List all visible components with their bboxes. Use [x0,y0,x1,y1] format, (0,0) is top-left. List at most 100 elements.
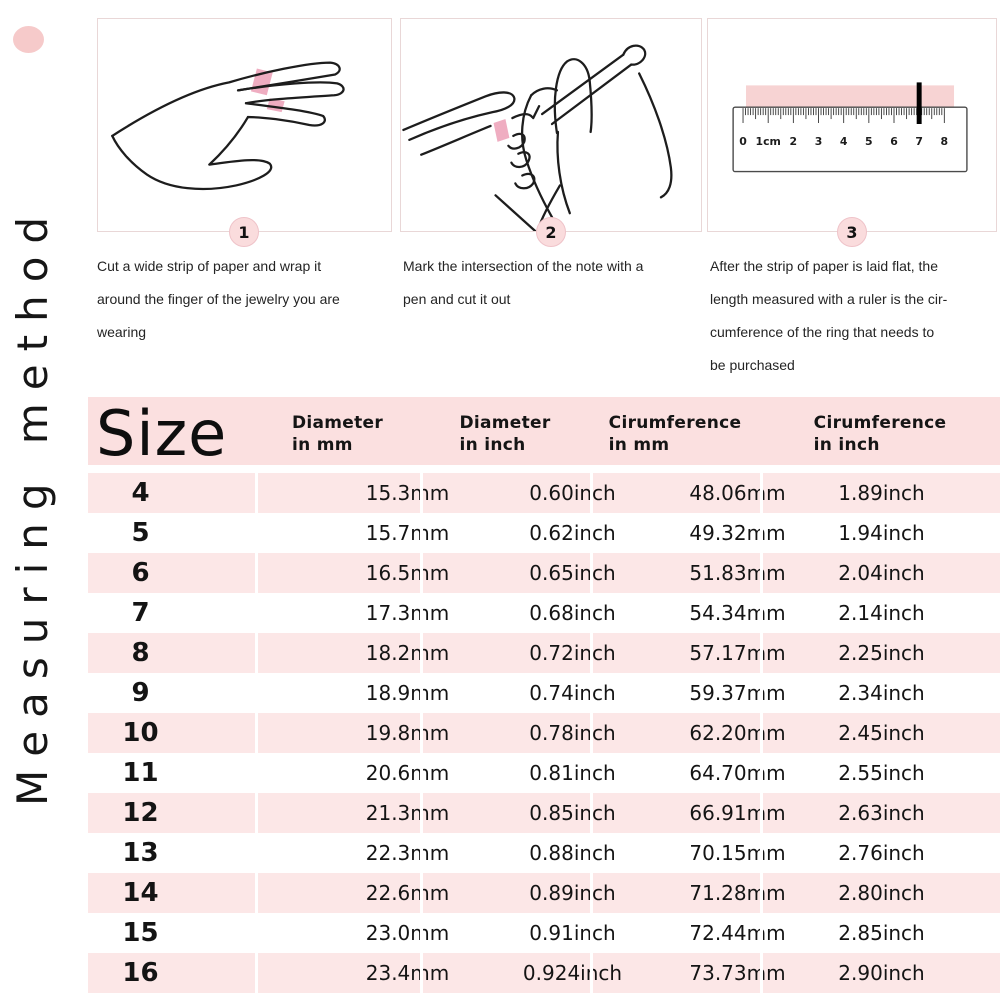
table-row: 12 21.3mm 0.85inch 66.91mm 2.63inch [88,793,1000,833]
table-row: 10 19.8mm 0.78inch 62.20mm 2.45inch [88,713,1000,753]
size-cell: 5 [131,518,150,548]
size-cell: 7 [131,598,150,628]
step-2-illustration-panel [400,18,702,232]
diameter-inch-cell: 0.60inch [420,473,722,513]
size-cell: 8 [131,638,150,668]
svg-text:8: 8 [941,135,949,148]
circumference-mm-cell: 72.44mm [590,913,882,953]
circumference-mm-cell: 71.28mm [590,873,882,913]
ruler-illustration: 0 1cm 2 3 4 5 6 7 8 [732,82,968,173]
size-cell: 11 [122,758,159,788]
table-row: 4 15.3mm 0.60inch 48.06mm 1.89inch [88,473,1000,513]
step-1-illustration-panel [97,18,392,232]
circumference-inch-cell: 2.80inch [760,873,1000,913]
step-1-caption: Cut a wide strip of paper and wrap it ar… [97,258,340,340]
column-header-circumference-inch: Cirumference in inch [813,412,947,455]
size-cell: 15 [122,918,159,948]
ruler-ticks [742,108,945,124]
diameter-inch-cell: 0.74inch [420,673,722,713]
diameter-inch-cell: 0.89inch [420,873,722,913]
circumference-mm-cell: 66.91mm [590,793,882,833]
circumference-mm-cell: 62.20mm [590,713,882,753]
svg-text:0: 0 [739,135,747,148]
table-row: 13 22.3mm 0.88inch 70.15mm 2.76inch [88,833,1000,873]
table-body: 4 15.3mm 0.60inch 48.06mm 1.89inch 5 15.7mm 0.6… [88,473,1000,993]
paper-strip-flat [746,85,955,111]
diameter-mm-cell: 15.7mm [255,513,557,553]
paper-strip-mark [493,119,510,142]
column-header-size: Size [96,397,228,470]
circumference-mm-cell: 73.73mm [590,953,882,993]
size-cell: 6 [131,558,150,588]
column-header-diameter-mm: Diameter in mm [291,412,384,455]
step-3-caption: After the strip of paper is laid flat, t… [710,258,948,373]
circumference-mm-cell: 51.83mm [590,553,882,593]
circumference-inch-cell: 2.25inch [760,633,1000,673]
circumference-mm-cell: 48.06mm [590,473,882,513]
hand-with-paper-strip-illustration [111,61,345,191]
table-row: 5 15.7mm 0.62inch 49.32mm 1.94inch [88,513,1000,553]
step-3-badge: 3 [837,217,867,247]
table-row: 7 17.3mm 0.68inch 54.34mm 2.14inch [88,593,1000,633]
hand-marking-with-pen-illustration [402,44,673,231]
circumference-inch-cell: 1.94inch [760,513,1000,553]
step-3-illustration-panel: 0 1cm 2 3 4 5 6 7 8 [707,18,997,232]
table-row: 9 18.9mm 0.74inch 59.37mm 2.34inch [88,673,1000,713]
decorative-pink-dot [13,26,44,53]
column-header-diameter-inch: Diameter in inch [459,412,551,455]
step-1-badge: 1 [229,217,259,247]
ruler-body [732,106,968,173]
circumference-inch-cell: 2.14inch [760,593,1000,633]
size-cell: 14 [122,878,159,908]
diameter-inch-cell: 0.68inch [420,593,722,633]
svg-text:1cm: 1cm [756,135,781,148]
diameter-mm-cell: 23.0mm [255,913,557,953]
table-row: 14 22.6mm 0.89inch 71.28mm 2.80inch [88,873,1000,913]
diameter-mm-cell: 16.5mm [255,553,557,593]
step-2-badge: 2 [536,217,566,247]
circumference-inch-cell: 2.63inch [760,793,1000,833]
svg-text:7: 7 [915,135,923,148]
circumference-mm-cell: 70.15mm [590,833,882,873]
diameter-mm-cell: 22.3mm [255,833,557,873]
diameter-inch-cell: 0.924inch [420,953,722,993]
circumference-mm-cell: 57.17mm [590,633,882,673]
circumference-inch-cell: 2.34inch [760,673,1000,713]
svg-text:5: 5 [865,135,873,148]
ring-size-table: Size Diameter in mm Diameter in inch Cir… [88,397,1000,993]
circumference-inch-cell: 2.76inch [760,833,1000,873]
size-cell: 4 [131,478,150,508]
size-cell: 12 [122,798,159,828]
circumference-mm-cell: 49.32mm [590,513,882,553]
circumference-inch-cell: 2.04inch [760,553,1000,593]
circumference-inch-cell: 2.45inch [760,713,1000,753]
circumference-inch-cell: 2.90inch [760,953,1000,993]
diameter-mm-cell: 15.3mm [255,473,557,513]
step-2-caption: Mark the intersection of the note with a… [403,258,644,307]
table-header-row: Size Diameter in mm Diameter in inch Cir… [88,397,1000,470]
diameter-mm-cell: 23.4mm [255,953,557,993]
diameter-mm-cell: 22.6mm [255,873,557,913]
svg-text:3: 3 [815,135,823,148]
table-row: 8 18.2mm 0.72inch 57.17mm 2.25inch [88,633,1000,673]
diameter-inch-cell: 0.91inch [420,913,722,953]
circumference-mm-cell: 59.37mm [590,673,882,713]
diameter-inch-cell: 0.85inch [420,793,722,833]
diameter-inch-cell: 0.81inch [420,753,722,793]
diameter-mm-cell: 18.9mm [255,673,557,713]
diameter-mm-cell: 18.2mm [255,633,557,673]
ruler-tick-labels: 0 1cm 2 3 4 5 6 7 8 [739,135,948,148]
size-cell: 9 [131,678,150,708]
circumference-mm-cell: 54.34mm [590,593,882,633]
diameter-mm-cell: 17.3mm [255,593,557,633]
size-cell: 10 [122,718,159,748]
table-row: 15 23.0mm 0.91inch 72.44mm 2.85inch [88,913,1000,953]
column-header-circumference-mm: Cirumference in mm [608,412,742,455]
table-row: 16 23.4mm 0.924inch 73.73mm 2.90inch [88,953,1000,993]
svg-text:2: 2 [790,135,798,148]
size-cell: 16 [122,958,159,988]
size-cell: 13 [122,838,159,868]
page-title-vertical: Measuring method [8,203,57,806]
diameter-mm-cell: 19.8mm [255,713,557,753]
